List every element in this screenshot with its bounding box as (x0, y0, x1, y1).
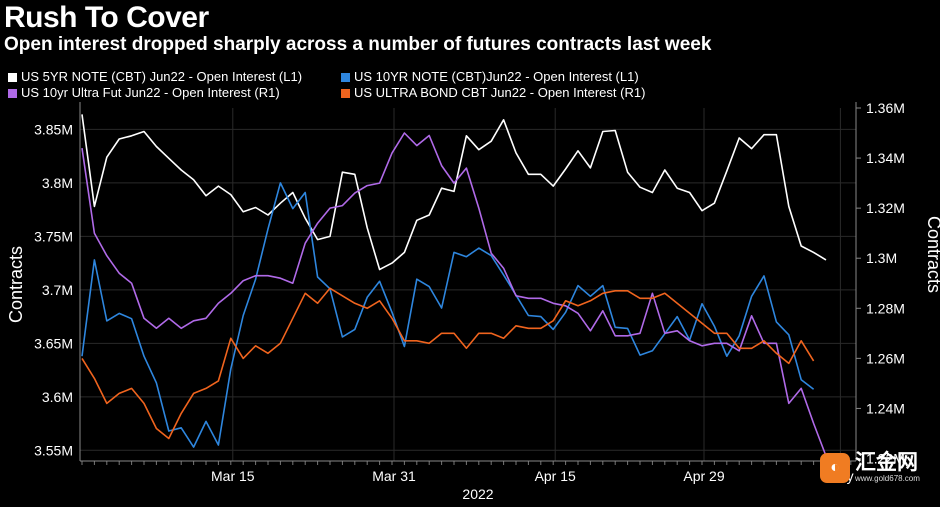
y-left-tick-6: 3.85M (34, 121, 73, 137)
y-left-tick-1: 3.6M (42, 389, 73, 405)
legend-item-ultra-bond: US ULTRA BOND CBT Jun22 - Open Interest … (341, 85, 645, 101)
legend-item-10yr: US 10YR NOTE (CBT)Jun22 - Open Interest … (341, 69, 639, 85)
x-tick-2: Apr 15 (535, 468, 576, 484)
y-left-tick-0: 3.55M (34, 442, 73, 458)
chart-subtitle: Open interest dropped sharply across a n… (4, 34, 712, 55)
legend-label-10yr-ultra: US 10yr Ultra Fut Jun22 - Open Interest … (21, 85, 280, 100)
watermark-text: 汇金网 (855, 451, 918, 474)
series-line-0 (81, 114, 827, 271)
y-left-tick-3: 3.7M (42, 282, 73, 298)
y-right-axis-title: Contracts (924, 216, 940, 293)
y-right-tick-7: 1.36M (866, 100, 905, 116)
y-left-tick-4: 3.75M (34, 228, 73, 244)
x-tick-3: Apr 29 (683, 468, 724, 484)
watermark-url: www.gold678.com (855, 474, 920, 483)
y-left-tick-5: 3.8M (42, 175, 73, 191)
watermark-logo-icon: ◐ (820, 452, 850, 483)
legend-swatch-10yr (341, 72, 350, 82)
legend-item-10yr-ultra: US 10yr Ultra Fut Jun22 - Open Interest … (8, 85, 341, 101)
legend: US 5YR NOTE (CBT) Jun22 - Open Interest … (8, 69, 645, 101)
y-right-tick-6: 1.34M (866, 150, 905, 166)
y-right-tick-1: 1.24M (866, 400, 905, 416)
x-axis-title: 2022 (462, 486, 493, 502)
legend-swatch-ultra-bond (341, 88, 350, 98)
y-right-tick-0: 1.22M (866, 450, 905, 466)
y-right-tick-4: 1.3M (866, 250, 897, 266)
legend-label-5yr: US 5YR NOTE (CBT) Jun22 - Open Interest … (21, 69, 303, 84)
legend-swatch-5yr (8, 72, 17, 82)
y-left-tick-2: 3.65M (34, 335, 73, 351)
chart-title: Rush To Cover (4, 1, 209, 34)
x-tick-0: Mar 15 (211, 468, 255, 484)
y-right-tick-3: 1.28M (866, 300, 905, 316)
legend-item-5yr: US 5YR NOTE (CBT) Jun22 - Open Interest … (8, 69, 341, 85)
legend-label-10yr: US 10YR NOTE (CBT)Jun22 - Open Interest … (354, 69, 639, 84)
y-right-tick-5: 1.32M (866, 200, 905, 216)
series-line-3 (81, 287, 815, 440)
legend-label-ultra-bond: US ULTRA BOND CBT Jun22 - Open Interest … (354, 85, 646, 100)
series-line-1 (81, 182, 815, 448)
watermark: ◐ 汇金网 www.gold678.com (820, 452, 920, 483)
y-left-axis-title: Contracts (6, 246, 26, 323)
x-tick-1: Mar 31 (372, 468, 416, 484)
y-right-tick-2: 1.26M (866, 350, 905, 366)
series-line-2 (81, 132, 827, 457)
legend-swatch-10yr-ultra (8, 88, 17, 98)
